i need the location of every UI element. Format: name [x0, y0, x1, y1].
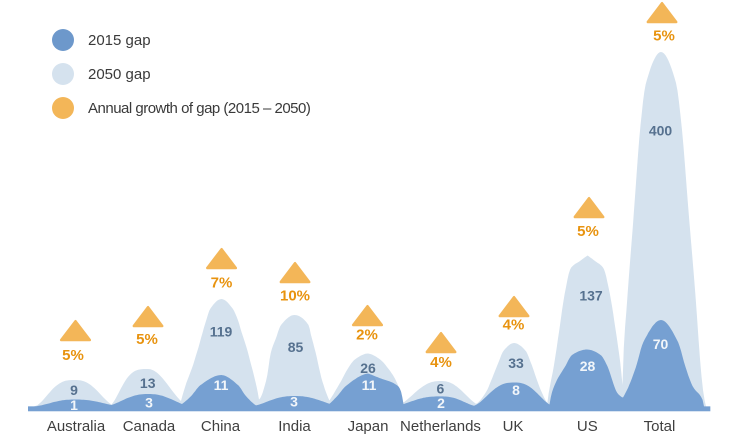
svg-text:China: China	[201, 418, 241, 435]
svg-text:2%: 2%	[356, 327, 378, 344]
svg-text:India: India	[278, 418, 311, 435]
svg-text:8: 8	[512, 382, 520, 398]
svg-text:11: 11	[362, 377, 377, 393]
svg-text:3: 3	[145, 395, 153, 411]
svg-text:5%: 5%	[62, 347, 84, 364]
svg-text:Total: Total	[644, 418, 676, 435]
svg-text:400: 400	[649, 123, 673, 139]
svg-text:33: 33	[508, 355, 524, 371]
svg-text:6: 6	[437, 381, 445, 397]
svg-text:UK: UK	[503, 418, 524, 435]
svg-text:10%: 10%	[280, 288, 310, 305]
svg-text:119: 119	[210, 324, 233, 340]
svg-text:Netherlands: Netherlands	[400, 418, 481, 435]
svg-text:11: 11	[214, 377, 229, 393]
svg-text:Australia: Australia	[47, 418, 106, 435]
svg-text:4%: 4%	[503, 317, 525, 334]
svg-text:5%: 5%	[577, 223, 599, 240]
svg-text:85: 85	[288, 339, 304, 355]
svg-text:13: 13	[140, 375, 156, 391]
svg-text:Canada: Canada	[123, 418, 176, 435]
svg-text:2: 2	[437, 395, 445, 411]
svg-text:US: US	[577, 418, 598, 435]
svg-text:2050 gap: 2050 gap	[88, 66, 151, 83]
svg-text:5%: 5%	[136, 331, 158, 348]
svg-text:28: 28	[580, 358, 596, 374]
svg-text:5%: 5%	[653, 28, 675, 45]
svg-text:2015 gap: 2015 gap	[88, 32, 151, 49]
svg-text:Japan: Japan	[348, 418, 389, 435]
svg-text:26: 26	[360, 360, 376, 376]
svg-text:137: 137	[579, 288, 603, 304]
svg-text:70: 70	[653, 336, 669, 352]
svg-text:Annual growth of gap (2015 – 2: Annual growth of gap (2015 – 2050)	[88, 100, 311, 117]
svg-text:9: 9	[70, 382, 78, 398]
svg-text:7%: 7%	[211, 275, 233, 292]
svg-text:4%: 4%	[430, 354, 452, 371]
svg-text:1: 1	[70, 397, 78, 413]
svg-text:3: 3	[290, 394, 298, 410]
